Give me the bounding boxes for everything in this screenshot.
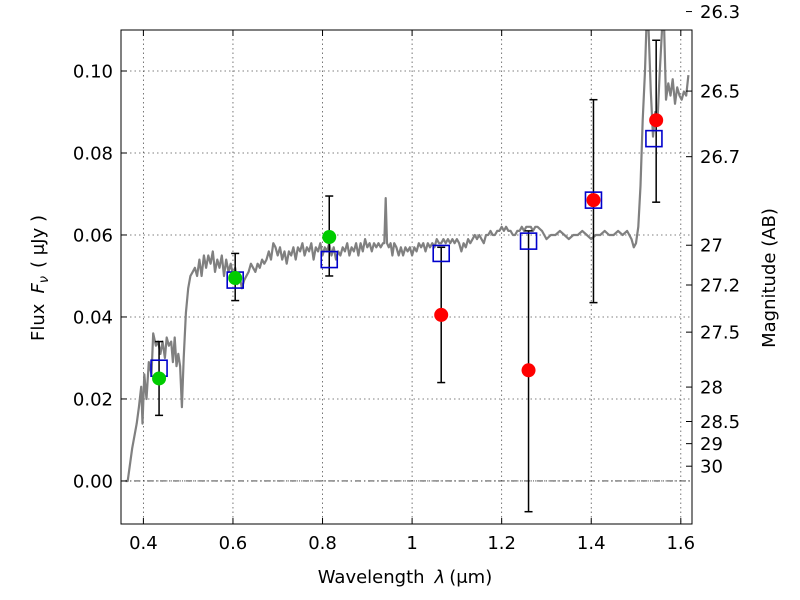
data-point-2-2 — [586, 193, 601, 208]
y-right-tick-label-9: 30 — [700, 457, 723, 478]
y-left-tick-label-5: 0.10 — [73, 61, 113, 82]
x-tick-label-5: 1.4 — [577, 533, 606, 554]
y-right-tick-label-3: 27 — [700, 236, 723, 257]
data-point-2-0 — [434, 307, 449, 322]
model-square-5 — [584, 191, 603, 209]
y-right-tick-label-2: 26.7 — [700, 147, 740, 168]
x-axis-label: Wavelength λ (μm) — [318, 567, 492, 588]
plot-area — [125, 30, 690, 513]
x-tick-label-2: 0.8 — [308, 533, 337, 554]
x-tick-label-0: 0.4 — [129, 533, 158, 554]
plot-frame — [120, 29, 693, 525]
spectrum-line-0 — [125, 30, 690, 483]
x-tick-label-6: 1.6 — [666, 533, 695, 554]
y-right-tick-label-1: 26.5 — [700, 82, 740, 103]
data-point-1-1 — [228, 271, 243, 286]
x-tick-label-1: 0.6 — [219, 533, 248, 554]
x-tick-label-3: 1 — [406, 533, 417, 554]
model-square-6 — [645, 129, 663, 148]
y-left-tick-label-1: 0.02 — [73, 389, 113, 410]
data-point-2-3 — [649, 113, 664, 128]
data-point-1-0 — [152, 371, 167, 386]
model-square-2 — [320, 250, 339, 269]
y-left-tick-label-0: 0.00 — [73, 471, 113, 492]
data-point-1-2 — [322, 230, 337, 245]
y-left-tick-label-2: 0.04 — [73, 307, 113, 328]
y-right-tick-label-0: 26.3 — [700, 2, 740, 23]
y-axis-left: 0.00 0.02 0.04 0.06 0.08 0.10 — [73, 61, 127, 492]
data-point-2-1 — [521, 363, 536, 378]
y-right-tick-label-5: 27.5 — [700, 323, 740, 344]
y-axis-right-label: Magnitude (AB) — [759, 208, 780, 348]
grid-lines — [121, 30, 692, 524]
y-right-tick-label-7: 28.5 — [700, 412, 740, 433]
y-left-tick-label-3: 0.06 — [73, 225, 113, 246]
x-tick-label-4: 1.2 — [487, 533, 516, 554]
y-right-tick-label-4: 27.2 — [700, 275, 740, 296]
y-axis-left-label: FluxFν( μJy ) — [28, 215, 52, 341]
model-square-4 — [519, 232, 538, 250]
y-right-tick-label-6: 28 — [700, 378, 723, 399]
x-axis: 0.4 0.6 0.8 1 1.2 1.4 1.6 — [129, 30, 695, 554]
y-left-tick-label-4: 0.08 — [73, 143, 113, 164]
model-square-3 — [432, 244, 451, 263]
y-right-tick-label-8: 29 — [700, 434, 723, 455]
